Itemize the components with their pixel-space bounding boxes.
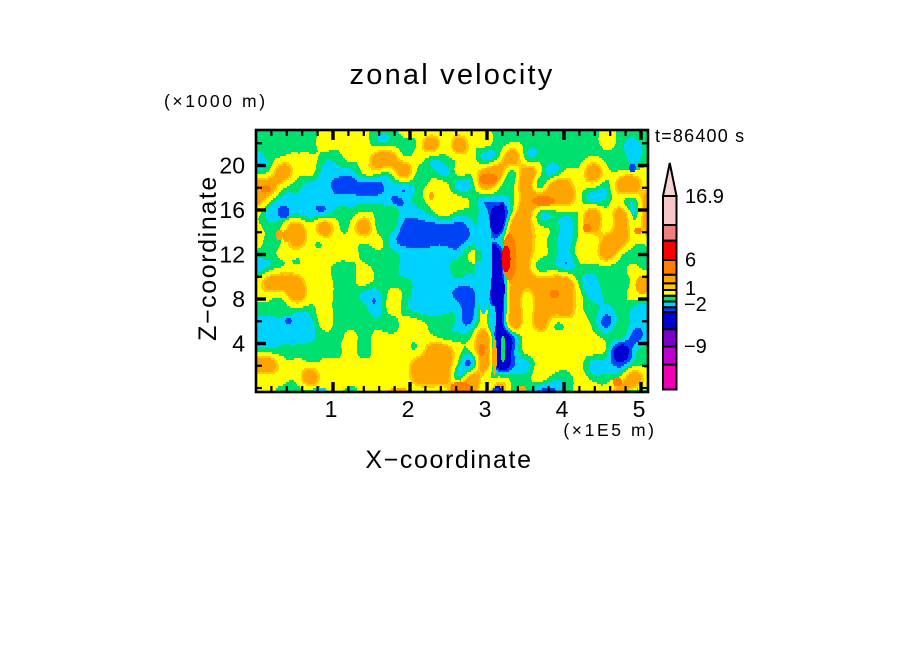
svg-text:2: 2 [402,396,415,422]
svg-text:Z−coordinate: Z−coordinate [194,175,222,341]
svg-text:5: 5 [633,396,646,422]
svg-text:4: 4 [232,331,245,357]
svg-text:−9: −9 [684,336,707,358]
svg-text:(×1E5 m): (×1E5 m) [563,420,656,440]
svg-text:(×1000 m): (×1000 m) [164,91,268,111]
svg-text:20: 20 [219,153,245,179]
svg-text:zonal velocity: zonal velocity [350,59,555,91]
svg-text:6: 6 [685,250,696,272]
svg-text:1: 1 [325,396,338,422]
svg-text:8: 8 [232,286,245,312]
svg-text:t=86400 s: t=86400 s [655,126,745,146]
svg-text:X−coordinate: X−coordinate [365,446,532,474]
svg-text:3: 3 [479,396,492,422]
svg-text:−2: −2 [684,294,707,316]
svg-text:16: 16 [219,197,245,223]
svg-text:4: 4 [556,396,569,422]
svg-text:1: 1 [685,278,696,300]
svg-text:12: 12 [219,242,245,268]
svg-text:16.9: 16.9 [685,186,724,208]
